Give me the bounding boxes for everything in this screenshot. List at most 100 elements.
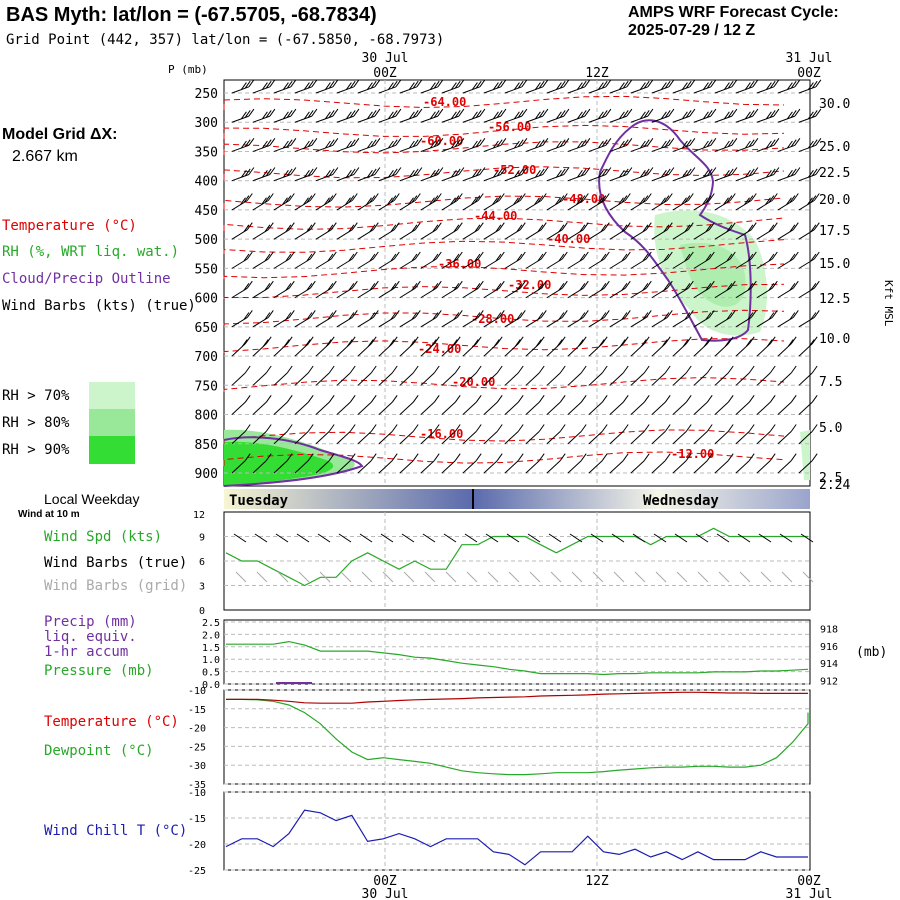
wind-barb-flag xyxy=(563,138,570,146)
wind-barb-shaft xyxy=(567,115,586,123)
wind-barb-flag xyxy=(626,108,633,117)
wind-barb-flag xyxy=(433,424,440,432)
wind-barb-flag xyxy=(283,339,290,347)
wind-barb-flag xyxy=(412,424,419,432)
wind-barb-flag xyxy=(345,197,351,205)
precip-tick-label: 2.0 xyxy=(202,630,220,641)
wind-barb-flag xyxy=(521,108,528,117)
wind-barb-flag xyxy=(416,79,423,88)
wind-barb-flag xyxy=(307,80,314,89)
wind-barb-shaft xyxy=(399,460,414,474)
wind-barb-flag xyxy=(330,251,337,260)
wind-barb-flag xyxy=(622,365,629,374)
wind-barb-flag xyxy=(580,365,587,374)
wind-barb-flag xyxy=(769,336,776,345)
wind-barb-flag xyxy=(603,280,610,289)
wind-barb-flag xyxy=(559,110,566,118)
wind-barb-flag xyxy=(744,197,750,205)
isotherm-label: -56.00 xyxy=(488,120,531,134)
wind-barb-flag xyxy=(643,139,650,147)
wind-barb-shaft xyxy=(294,86,313,94)
surface-wind-barb-grid xyxy=(277,571,289,583)
wind-barb-flag xyxy=(684,195,691,203)
wind-barb-flag xyxy=(432,195,439,203)
surface-wind-barb-true xyxy=(464,533,478,543)
wind-barb-flag xyxy=(810,283,817,291)
wind-barb-flag xyxy=(790,139,797,147)
wind-barb-flag xyxy=(265,139,272,147)
wind-barb-flag xyxy=(479,79,486,88)
wind-barb-flag xyxy=(496,336,503,345)
wind-barb-flag xyxy=(269,138,276,146)
wind-barb-flag xyxy=(561,193,568,201)
wind-barb-flag xyxy=(807,140,814,149)
wind-barb-flag xyxy=(668,79,675,88)
wind-barb-flag xyxy=(618,170,625,178)
pressure-unit-label: (mb) xyxy=(856,645,887,660)
wind-barb-shaft xyxy=(546,115,565,123)
wind-barb-shaft xyxy=(336,401,351,415)
wind-barb-flag xyxy=(580,110,587,118)
wind-barb-flag xyxy=(771,193,778,201)
wind-barb-flag xyxy=(748,139,755,147)
wind-barb-flag xyxy=(768,224,775,233)
wind-barb-shaft xyxy=(357,144,376,152)
wind-barb-flag xyxy=(264,283,271,291)
wind-barb-flag xyxy=(750,310,757,318)
wind-barb-flag xyxy=(558,195,565,203)
wind-barb-flag xyxy=(282,111,289,120)
wind-barb-flag xyxy=(643,365,650,374)
wind-barb-flag xyxy=(790,424,797,432)
wind-barb-flag xyxy=(771,280,778,289)
wind-barb-flag xyxy=(244,110,251,118)
wind-barb-flag xyxy=(811,395,818,403)
wind-barb-flag xyxy=(309,222,316,230)
wind-barb-shaft xyxy=(420,174,439,182)
wind-barb-flag xyxy=(582,222,589,230)
wind-barb-flag xyxy=(246,280,253,289)
wind-barb-shaft xyxy=(315,174,334,182)
wind-barb-flag xyxy=(311,138,318,146)
wind-barb-flag xyxy=(731,167,738,175)
wind-barb-flag xyxy=(261,111,268,120)
wind-barb-flag xyxy=(282,82,289,90)
wind-barb-shaft xyxy=(462,431,477,445)
wind-barb-flag xyxy=(286,365,293,374)
wind-barb-flag xyxy=(600,195,607,203)
wind-barb-shaft xyxy=(693,174,712,182)
wind-barb-flag xyxy=(685,110,692,118)
wind-barb-shaft xyxy=(336,115,355,123)
wind-barb-flag xyxy=(517,395,524,403)
wind-barb-flag xyxy=(811,365,818,374)
wind-barb-flag xyxy=(330,193,337,201)
wind-barb-flag xyxy=(303,111,310,120)
wind-barb-flag xyxy=(794,138,801,146)
wind-barb-flag xyxy=(327,195,334,203)
wind-barb-flag xyxy=(534,111,541,120)
wind-barb-shaft xyxy=(651,431,666,445)
wind-barb-flag xyxy=(450,111,457,120)
wind-barb-flag xyxy=(579,283,586,291)
temperature-label: Temperature (°C) xyxy=(44,714,179,730)
wind-barb-flag xyxy=(479,108,486,117)
wind-barb-flag xyxy=(306,224,313,233)
wind-barb-flag xyxy=(687,280,694,289)
wind-barb-shaft xyxy=(378,460,393,474)
wind-barb-flag xyxy=(559,336,566,345)
wind-barb-flag xyxy=(807,111,814,120)
wind-barb-shaft xyxy=(294,460,309,474)
wind-barb-flag xyxy=(265,365,272,374)
wind-barb-shaft xyxy=(231,115,250,123)
wind-barb-flag xyxy=(808,339,815,347)
wind-barb-flag xyxy=(374,138,381,146)
wind-barb-flag xyxy=(496,168,503,177)
wind-barb-flag xyxy=(622,80,629,89)
wind-barb-flag xyxy=(538,453,545,461)
wind-barb-shaft xyxy=(651,144,670,152)
wind-barb-flag xyxy=(519,193,526,201)
wind-barb-flag xyxy=(367,339,374,347)
wind-barb-flag xyxy=(664,453,671,461)
wind-barb-flag xyxy=(790,365,797,374)
wind-barb-flag xyxy=(538,365,545,374)
wind-barb-flag xyxy=(243,195,250,203)
